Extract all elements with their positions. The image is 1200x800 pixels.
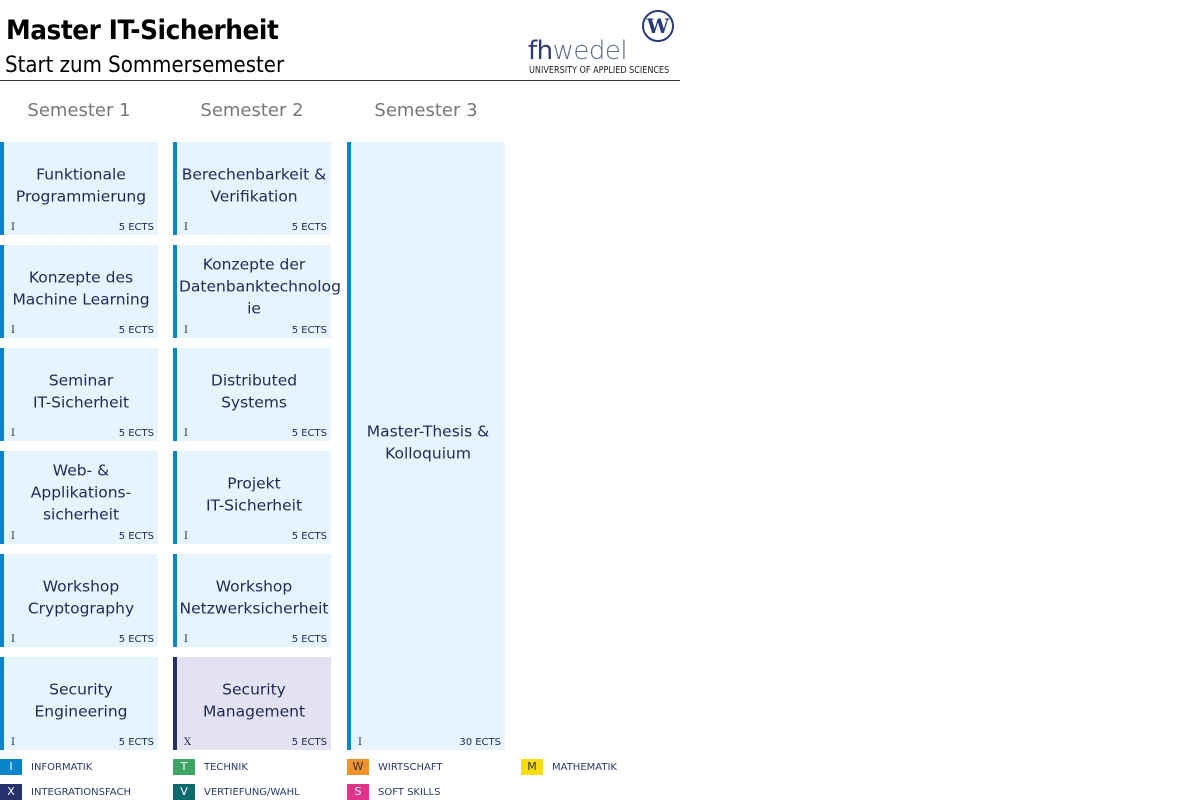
page-title: Master IT-Sicherheit	[6, 15, 279, 46]
module-category: I	[184, 428, 188, 439]
legend-item: M MATHEMATIK	[521, 759, 617, 775]
legend-label: INFORMATIK	[31, 761, 93, 773]
module-card[interactable]: Workshop Cryptography I 5 ECTS	[0, 554, 158, 647]
legend-label: VERTIEFUNG/WAHL	[204, 786, 300, 798]
module-card[interactable]: Master-Thesis & Kolloquium I 30 ECTS	[347, 142, 505, 750]
module-category: I	[358, 737, 362, 748]
module-name: Web- & Applikations- sicherheit	[30, 461, 132, 524]
module-card[interactable]: Security Engineering I 5 ECTS	[0, 657, 158, 750]
module-name: Master-Thesis & Kolloquium	[366, 422, 490, 463]
legend-item: T TECHNIK	[173, 759, 248, 775]
module-ects: 30 ECTS	[459, 737, 501, 748]
legend-item: I INFORMATIK	[0, 759, 92, 775]
module-name: Security Management	[202, 679, 306, 720]
module-card[interactable]: Workshop Netzwerksicherheit I 5 ECTS	[173, 554, 331, 647]
module-card[interactable]: Distributed Systems I 5 ECTS	[173, 348, 331, 441]
semester-header: Semester 3	[374, 100, 478, 121]
legend-swatch: I	[0, 759, 22, 775]
legend-label: SOFT SKILLS	[378, 786, 441, 798]
module-ects: 5 ECTS	[118, 634, 154, 645]
module-category: I	[11, 531, 15, 542]
module-name: Projekt IT-Sicherheit	[205, 473, 303, 514]
semester-header: Semester 2	[200, 100, 304, 121]
module-name: Konzepte der Datenbanktechnolog ie	[179, 255, 341, 318]
module-name: Distributed Systems	[210, 370, 298, 411]
module-category: I	[184, 634, 188, 645]
module-ects: 5 ECTS	[291, 428, 327, 439]
legend-swatch: T	[173, 759, 195, 775]
logo-emblem-icon: W	[642, 10, 674, 42]
module-name: Workshop Netzwerksicherheit	[179, 576, 329, 617]
legend-item: W WIRTSCHAFT	[347, 759, 443, 775]
module-category: I	[11, 428, 15, 439]
module-category: I	[11, 737, 15, 748]
module-card[interactable]: Konzepte des Machine Learning I 5 ECTS	[0, 245, 158, 338]
module-card[interactable]: Konzepte der Datenbanktechnolog ie I 5 E…	[173, 245, 341, 338]
module-category: I	[184, 325, 188, 336]
legend-swatch: W	[347, 759, 369, 775]
module-card[interactable]: Funktionale Programmierung I 5 ECTS	[0, 142, 158, 235]
module-card[interactable]: Seminar IT-Sicherheit I 5 ECTS	[0, 348, 158, 441]
legend-swatch: S	[347, 784, 369, 800]
logo-subtitle: UNIVERSITY OF APPLIED SCIENCES	[529, 65, 670, 76]
legend-swatch: M	[521, 759, 543, 775]
module-card[interactable]: Web- & Applikations- sicherheit I 5 ECTS	[0, 451, 158, 544]
module-ects: 5 ECTS	[118, 222, 154, 233]
legend-item: V VERTIEFUNG/WAHL	[173, 784, 300, 800]
logo-text: fhwedel	[528, 36, 628, 66]
module-name: Funktionale Programmierung	[15, 164, 147, 205]
module-ects: 5 ECTS	[118, 325, 154, 336]
module-category: X	[184, 737, 192, 748]
module-card[interactable]: Security Management X 5 ECTS	[173, 657, 331, 750]
module-ects: 5 ECTS	[118, 531, 154, 542]
module-category: I	[184, 222, 188, 233]
module-card[interactable]: Projekt IT-Sicherheit I 5 ECTS	[173, 451, 331, 544]
page-subtitle: Start zum Sommersemester	[5, 53, 285, 78]
legend-label: MATHEMATIK	[552, 761, 617, 773]
module-category: I	[11, 634, 15, 645]
legend-item: X INTEGRATIONSFACH	[0, 784, 131, 800]
legend-label: TECHNIK	[204, 761, 248, 773]
module-name: Seminar IT-Sicherheit	[32, 370, 130, 411]
module-name: Berechenbarkeit & Verifikation	[181, 164, 327, 205]
module-ects: 5 ECTS	[118, 737, 154, 748]
header-divider	[0, 80, 680, 81]
module-ects: 5 ECTS	[291, 325, 327, 336]
module-ects: 5 ECTS	[291, 737, 327, 748]
legend-swatch: X	[0, 784, 22, 800]
legend-label: INTEGRATIONSFACH	[31, 786, 131, 798]
legend-item: S SOFT SKILLS	[347, 784, 440, 800]
module-name: Workshop Cryptography	[27, 576, 135, 617]
module-category: I	[11, 325, 15, 336]
module-category: I	[184, 531, 188, 542]
module-name: Security Engineering	[34, 679, 128, 720]
module-name: Konzepte des Machine Learning	[12, 267, 150, 308]
module-ects: 5 ECTS	[291, 222, 327, 233]
fh-wedel-logo: W fhwedel UNIVERSITY OF APPLIED SCIENCES	[528, 8, 678, 80]
module-ects: 5 ECTS	[291, 634, 327, 645]
module-category: I	[11, 222, 15, 233]
semester-header: Semester 1	[27, 100, 131, 121]
legend-swatch: V	[173, 784, 195, 800]
module-card[interactable]: Berechenbarkeit & Verifikation I 5 ECTS	[173, 142, 331, 235]
module-ects: 5 ECTS	[291, 531, 327, 542]
module-ects: 5 ECTS	[118, 428, 154, 439]
legend-label: WIRTSCHAFT	[378, 761, 443, 773]
